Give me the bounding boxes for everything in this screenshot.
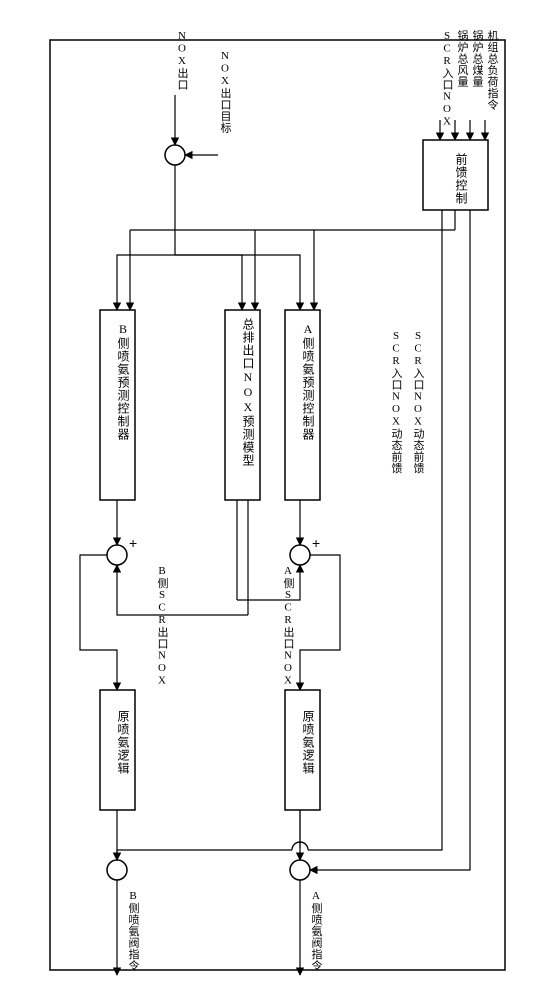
input-label-1: 机组总负荷指令: [486, 29, 499, 111]
sum-junction-out-a: [290, 860, 310, 880]
input-group-right: 机组总负荷指令 锅炉总煤量 锅炉总风量 SCR入口NOX: [440, 29, 499, 140]
input-label-3: 锅炉总风量: [456, 30, 469, 88]
sum-junction-out-b: [107, 860, 127, 880]
sum-junction-a: [290, 545, 310, 565]
input-label-2: 锅炉总煤量: [471, 30, 484, 88]
input-label-4: SCR入口NOX: [441, 30, 454, 128]
prediction-label: 总排出口NOX预测模型: [241, 318, 255, 467]
sum-junction-input: [165, 145, 185, 165]
logic-b-label: 原喷氨逻辑: [116, 710, 130, 775]
input-label-6: NOX出口目标: [219, 50, 232, 134]
block-diagram: 机组总负荷指令 锅炉总煤量 锅炉总风量 SCR入口NOX NOX出口 NOX出口…: [0, 0, 541, 1000]
output-label-a: A侧喷氨阀指令: [310, 890, 323, 972]
diagram-frame: [50, 40, 505, 970]
path-label-scr-b: B侧SCR出口NOX: [156, 565, 169, 687]
controller-b-label: B侧喷氨预测控制器: [116, 322, 130, 441]
path-label-scr-a: A侧SCR出口NOX: [282, 565, 295, 687]
sum-junction-b: [107, 545, 127, 565]
input-group-left: NOX出口 NOX出口目标: [175, 30, 232, 155]
sum-a-sign: +: [312, 535, 320, 551]
feedforward-label: 前馈控制: [454, 152, 468, 205]
sum-b-sign: +: [129, 535, 137, 551]
input-label-5: NOX出口: [176, 30, 188, 91]
path-label-ff-a: SCR入口NOX动态前馈: [412, 330, 425, 474]
logic-a-label: 原喷氨逻辑: [301, 710, 315, 775]
controller-a-label: A侧喷氨预测控制器: [301, 322, 315, 441]
output-label-b: B侧喷氨阀指令: [127, 890, 140, 972]
path-label-ff-b: SCR入口NOX动态前馈: [390, 330, 403, 474]
